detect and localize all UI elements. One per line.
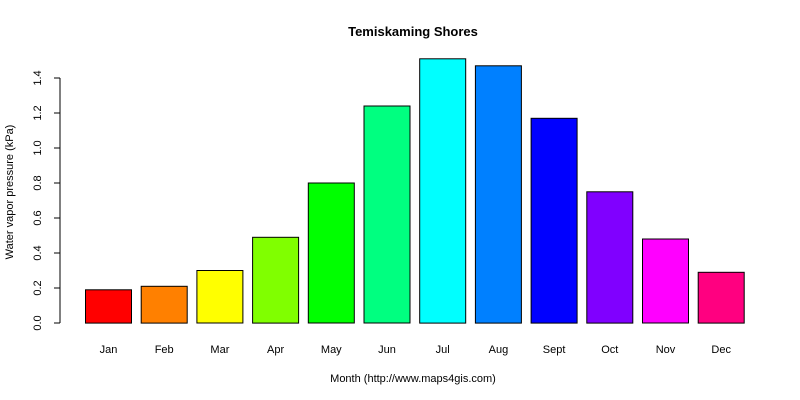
bar-feb [140,285,188,324]
x-tick-label-nov: Nov [656,344,676,356]
x-tick-label-jan: Jan [100,344,118,356]
y-axis-label: Water vapor pressure (kPa) [4,125,16,260]
x-tick-label-jul: Jul [436,344,450,356]
y-axis: 0.0 0.2 0.4 0.6 0.8 1.0 1.2 1.4 [32,70,61,331]
x-tick-label-dec: Dec [711,344,731,356]
x-tick-label-apr: Apr [267,344,284,356]
y-tick-label: 0.8 [32,175,44,190]
bar-jul [419,58,467,324]
x-tick-label-mar: Mar [210,344,229,356]
y-tick-label: 1.0 [32,140,44,155]
x-tick-label-jun: Jun [378,344,396,356]
bar-jan [85,289,132,324]
y-tick-label: 0.0 [32,315,44,330]
bar-oct [586,191,634,324]
y-tick-label: 1.4 [32,70,44,85]
bars-group [85,58,745,324]
chart-title: Temiskaming Shores [348,24,478,39]
y-tick-label: 1.2 [32,105,44,120]
x-tick-label-aug: Aug [489,344,509,356]
bar-apr [252,236,300,324]
y-tick-label: 0.4 [32,245,44,260]
bar-may [307,182,355,324]
bar-jun [363,105,411,324]
bar-sept [530,117,578,324]
x-tick-label-sept: Sept [543,344,566,356]
x-tick-label-may: May [321,344,342,356]
bar-nov [642,238,689,324]
bar-dec [697,271,745,324]
bar-aug [474,65,522,324]
x-axis-label: Month (http://www.maps4gis.com) [330,373,496,385]
y-tick-label: 0.2 [32,280,44,295]
x-tick-labels: Jan Feb Mar Apr May Jun Jul Aug Sept Oct Nov Dec [100,344,732,356]
x-tick-label-feb: Feb [155,344,174,356]
bar-mar [196,270,244,324]
y-tick-label: 0.6 [32,210,44,225]
x-tick-label-oct: Oct [601,344,618,356]
